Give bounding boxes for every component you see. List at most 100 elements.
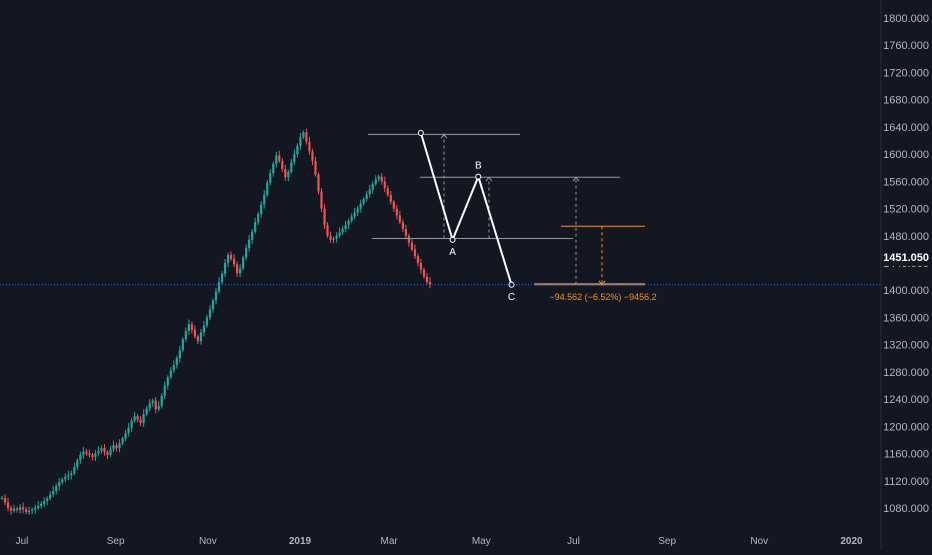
price-tick-label: 1800.000 — [883, 13, 929, 25]
candle-body — [353, 212, 356, 217]
candle-body — [335, 235, 338, 239]
candle-body — [413, 249, 417, 257]
candle-body — [232, 258, 236, 265]
price-tick-label: 1520.000 — [883, 204, 929, 216]
candle-body — [344, 224, 347, 229]
candle-body — [425, 276, 429, 283]
candle-body — [9, 508, 13, 511]
candle-body — [103, 448, 106, 453]
candle-body — [380, 176, 383, 182]
candle-body — [28, 510, 31, 513]
candle-body — [371, 184, 374, 190]
price-axis[interactable]: 1800.000 1760.000 1720.000 1680.000 1640.000… — [882, 13, 932, 515]
candle-body — [263, 194, 266, 205]
pattern-point[interactable] — [417, 130, 424, 137]
candle-body — [40, 503, 43, 506]
time-tick-label: 2020 — [840, 536, 863, 547]
price-tick-label: 1080.000 — [883, 503, 929, 515]
measure-arrow-xa-head — [440, 133, 448, 139]
candles-layer — [0, 128, 432, 515]
candle-body — [407, 235, 411, 243]
time-tick-label: May — [472, 536, 491, 547]
candle-body — [368, 189, 371, 195]
candle-body — [166, 377, 169, 386]
price-tick-label: 1560.000 — [883, 176, 929, 188]
pattern-point[interactable] — [508, 281, 515, 288]
pattern-drawing[interactable]: A B C — [0, 130, 881, 303]
pattern-point[interactable] — [475, 173, 482, 180]
candle-body — [115, 445, 118, 449]
candle-body — [91, 454, 94, 457]
candle-body — [341, 228, 344, 233]
candle-body — [217, 282, 221, 292]
time-tick-label: Sep — [658, 536, 676, 547]
price-tick-label: 1240.000 — [883, 394, 929, 406]
candle-body — [0, 497, 4, 499]
candle-body — [347, 220, 350, 225]
time-tick-label: Nov — [750, 536, 768, 547]
candle-body — [208, 309, 212, 318]
candle-body — [148, 403, 151, 409]
candle-body — [88, 453, 91, 455]
candle-body — [416, 256, 420, 263]
candle-body — [239, 268, 242, 274]
price-tick-label: 1160.000 — [884, 449, 929, 461]
candle-body — [329, 235, 332, 240]
candle-body — [395, 208, 398, 216]
candle-body — [175, 358, 178, 366]
candle-body — [214, 291, 218, 301]
candle-body — [272, 163, 275, 174]
price-range-label: −94.562 (−6.52%) −9456.2 — [549, 292, 656, 302]
candle-body — [109, 449, 112, 455]
candle-body — [299, 137, 302, 146]
current-price-label: 1451.050 — [883, 252, 929, 264]
candle-body — [323, 208, 326, 225]
candle-body — [61, 479, 64, 483]
candle-body — [199, 332, 203, 342]
candle-body — [362, 199, 365, 204]
candle-body — [3, 497, 7, 503]
candle-body — [79, 454, 82, 461]
candle-body — [76, 460, 79, 468]
candle-body — [64, 476, 67, 480]
candle-body — [260, 204, 263, 214]
price-tick-label: 1640.000 — [883, 122, 929, 134]
time-tick-label: 2019 — [289, 536, 312, 547]
time-tick-label: Sep — [107, 536, 125, 547]
candle-body — [157, 405, 160, 410]
candle-body — [293, 154, 296, 163]
candle-body — [311, 151, 314, 161]
candle-body — [251, 231, 254, 240]
candle-body — [172, 365, 175, 371]
pattern-label-a: A — [449, 247, 456, 258]
candle-body — [235, 264, 239, 274]
pattern-point[interactable] — [449, 236, 456, 243]
time-axis[interactable]: Jul Sep Nov 2019 Mar May Jul Sep Nov 2020 — [16, 536, 863, 547]
candle-body — [314, 160, 317, 175]
candle-body — [284, 169, 287, 178]
candle-body — [31, 509, 34, 511]
candle-body — [193, 329, 197, 337]
candle-body — [389, 194, 392, 202]
candle-body — [278, 155, 281, 161]
price-badge — [882, 247, 932, 266]
candle-body — [145, 408, 148, 415]
candle-body — [97, 450, 100, 454]
price-tick-label: 1360.000 — [883, 312, 929, 324]
abc-zigzag-line[interactable] — [419, 132, 513, 286]
price-tick-label: 1120.000 — [884, 476, 929, 488]
candle-body — [21, 507, 25, 510]
price-tick-label: 1760.000 — [883, 40, 929, 52]
candle-body — [220, 273, 224, 283]
candle-body — [55, 486, 58, 491]
candle-body — [308, 141, 311, 152]
candle-body — [374, 179, 377, 185]
candle-body — [12, 508, 16, 511]
candle-body — [178, 350, 181, 359]
candle-body — [281, 160, 284, 170]
candle-body — [410, 242, 414, 250]
candle-body — [377, 176, 380, 180]
candle-body — [58, 482, 61, 487]
